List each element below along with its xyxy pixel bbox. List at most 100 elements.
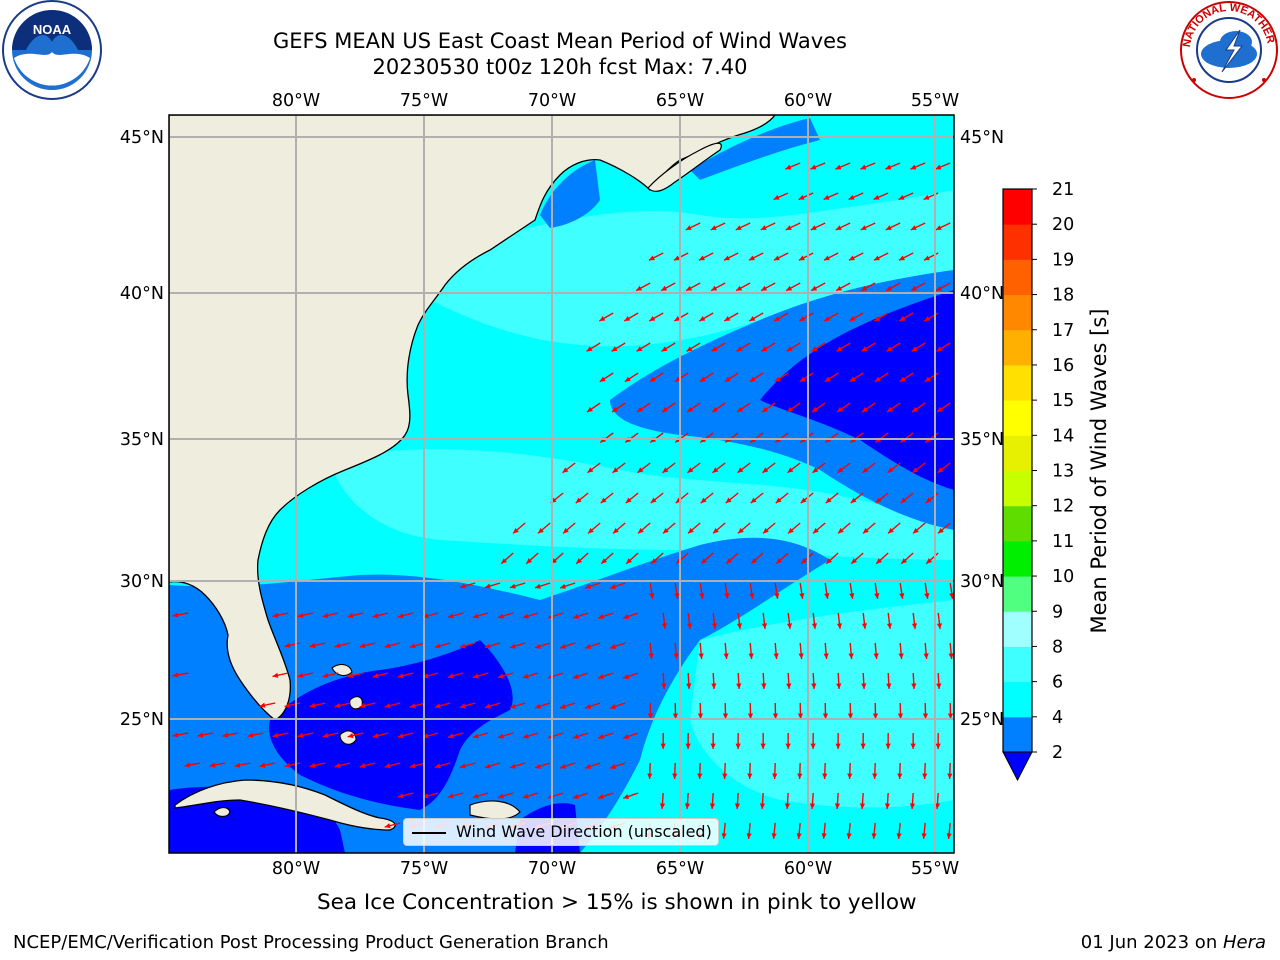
colorbar-tick-label: 14: [1052, 426, 1074, 446]
wind-wave-arrow: [799, 582, 805, 599]
wind-wave-arrow: [848, 312, 864, 322]
colorbar-segment: [1003, 470, 1032, 507]
wind-wave-arrow: [599, 372, 614, 383]
wind-wave-arrow: [787, 462, 801, 474]
wind-wave-arrow: [611, 402, 626, 413]
wind-wave-arrow: [811, 612, 818, 629]
wind-wave-arrow: [910, 162, 926, 170]
wind-wave-arrow: [860, 222, 876, 231]
lon-labels-bottom: 80°W 75°W 70°W 65°W 60°W 55°W: [272, 859, 959, 879]
wind-wave-arrow: [912, 462, 926, 474]
wind-wave-arrow: [836, 612, 843, 629]
wind-wave-arrow: [497, 792, 514, 799]
colorbar-tick-label: 2: [1052, 743, 1063, 763]
wind-wave-arrow: [850, 552, 864, 565]
wind-wave-arrow: [711, 342, 726, 352]
lat-tick-label: 45°N: [120, 128, 164, 148]
wind-wave-arrow: [909, 792, 916, 810]
wind-wave-arrow: [786, 612, 793, 629]
wind-wave-arrow: [609, 642, 626, 649]
wind-wave-arrow: [810, 222, 826, 231]
lat-labels-right: 45°N 40°N 35°N 30°N 25°N: [960, 128, 1004, 730]
colorbar-tick-label: 11: [1052, 532, 1074, 552]
noaa-logo: NOAA: [2, 0, 102, 100]
wind-wave-arrow: [209, 762, 226, 768]
wind-wave-arrow: [711, 672, 717, 690]
wind-wave-arrow: [749, 372, 764, 383]
wind-wave-arrow: [935, 162, 951, 170]
wind-wave-arrow: [484, 702, 501, 709]
wind-wave-arrow: [661, 612, 668, 629]
wind-wave-arrow: [884, 792, 891, 810]
wind-wave-arrow: [625, 492, 639, 504]
lon-tick-label: 75°W: [400, 859, 448, 879]
wind-wave-arrow: [774, 582, 780, 599]
wind-wave-arrow: [810, 162, 826, 170]
wind-wave-arrow: [748, 252, 764, 261]
wind-wave-arrow: [922, 702, 929, 720]
wind-wave-arrow: [786, 672, 792, 690]
wind-wave-arrow: [949, 582, 954, 599]
wind-wave-arrow: [649, 582, 655, 599]
colorbar-segment: [1003, 611, 1032, 647]
wind-wave-arrow: [334, 642, 351, 649]
wind-wave-arrow: [572, 612, 589, 619]
wind-wave-arrow: [785, 282, 801, 292]
wind-wave-arrow: [587, 462, 601, 474]
wind-wave-arrow: [334, 762, 351, 769]
wind-wave-arrow: [873, 642, 879, 659]
wind-wave-arrow: [597, 732, 614, 739]
lon-tick-label: 70°W: [528, 91, 576, 111]
wind-wave-arrow: [759, 792, 766, 810]
land-bahamas: [339, 730, 357, 745]
wind-wave-arrow: [821, 822, 827, 839]
colorbar-segment: [1003, 189, 1032, 225]
wind-wave-arrow: [875, 492, 889, 504]
wind-wave-arrow: [247, 732, 264, 738]
wind-wave-arrow: [612, 522, 626, 534]
wind-wave-arrow: [660, 732, 666, 750]
wind-wave-arrow: [172, 612, 189, 618]
wind-wave-arrow: [447, 672, 464, 679]
wind-wave-arrow: [935, 732, 941, 750]
wind-wave-arrow: [500, 552, 514, 565]
wind-wave-arrow: [637, 462, 651, 474]
wind-wave-arrow: [259, 702, 276, 708]
wind-wave-arrow: [721, 822, 727, 839]
wind-wave-arrow: [747, 762, 753, 780]
wind-wave-arrow: [648, 642, 654, 659]
lat-tick-label: 25°N: [960, 710, 1004, 730]
wind-wave-arrow: [525, 552, 539, 565]
wind-wave-arrow: [347, 732, 364, 739]
wind-wave-arrow: [686, 342, 701, 352]
lon-tick-label: 55°W: [911, 91, 959, 111]
wind-wave-arrow: [447, 792, 464, 799]
wind-wave-arrow: [812, 522, 826, 534]
wind-wave-arrow: [849, 372, 864, 383]
wind-wave-arrow: [747, 702, 754, 720]
wind-wave-arrow: [722, 702, 729, 720]
wind-wave-arrow: [472, 612, 489, 619]
wind-wave-arrow: [760, 222, 776, 231]
wind-wave-arrow: [786, 342, 801, 352]
wind-wave-arrow: [809, 792, 816, 810]
wind-wave-arrow: [397, 612, 414, 619]
wind-wave-arrow: [484, 642, 501, 649]
wind-wave-arrow: [534, 642, 551, 649]
wind-wave-arrow: [259, 762, 276, 768]
wind-wave-arrow: [534, 702, 551, 709]
wind-wave-arrow: [750, 552, 764, 565]
lat-tick-label: 30°N: [120, 572, 164, 592]
wind-wave-arrow: [784, 792, 791, 810]
colorbar-tick-label: 19: [1052, 250, 1074, 270]
wind-wave-arrow: [772, 702, 779, 720]
wind-wave-arrow: [885, 162, 901, 170]
wind-wave-arrow: [284, 642, 301, 648]
wind-wave-arrow: [861, 612, 868, 629]
wind-wave-arrow: [836, 672, 842, 690]
wind-wave-arrow: [722, 762, 728, 780]
wind-wave-arrow: [760, 732, 766, 750]
wind-wave-arrow: [835, 732, 841, 750]
wind-wave-arrow: [735, 282, 751, 292]
wind-wave-arrow: [874, 372, 889, 383]
